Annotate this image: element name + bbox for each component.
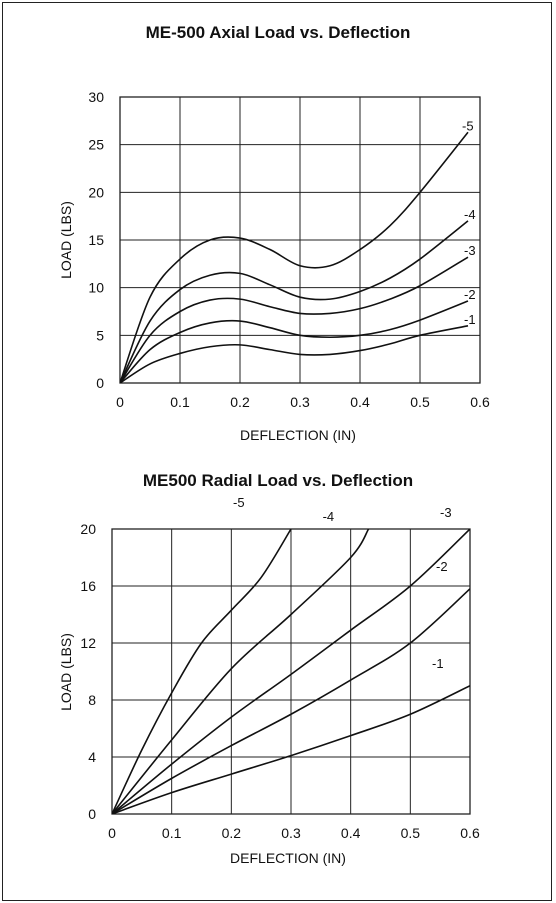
radial-y-tick-label: 12 [80, 635, 96, 651]
radial-series-label: -3 [440, 505, 452, 520]
axial-y-tick-label: 10 [88, 280, 104, 296]
radial-series-label: -2 [436, 559, 448, 574]
radial-x-tick-label: 0.4 [341, 825, 361, 841]
axial-series-label: -4 [464, 207, 476, 222]
axial-chart-title: ME-500 Axial Load vs. Deflection [146, 23, 411, 42]
axial-y-axis-label: LOAD (LBS) [58, 201, 74, 279]
axial-x-tick-label: 0.6 [470, 394, 490, 410]
axial-series-label: -3 [464, 243, 476, 258]
axial-x-tick-label: 0 [116, 394, 124, 410]
axial-x-axis-label: DEFLECTION (IN) [240, 427, 356, 443]
radial-series-group: -1 -2 -3 -4 -5 [112, 495, 470, 814]
radial-x-tick-label: 0.5 [401, 825, 421, 841]
radial-series-label: -4 [323, 509, 335, 524]
axial-y-tick-label: 25 [88, 137, 104, 153]
radial-x-tick-label: 0.2 [222, 825, 242, 841]
axial-series-line [120, 300, 469, 383]
radial-grid [111, 528, 471, 815]
radial-series-line [112, 685, 470, 814]
axial-series-line [120, 325, 469, 383]
axial-series-line [120, 256, 469, 383]
axial-x-tick-label: 0.5 [410, 394, 430, 410]
axial-series-group: -1 -2 -3 -4 -5 [120, 118, 476, 383]
radial-x-tick-label: 0.1 [162, 825, 182, 841]
radial-series-label: -5 [233, 495, 245, 510]
axial-y-tick-label: 5 [96, 327, 104, 343]
radial-y-tick-label: 0 [88, 806, 96, 822]
radial-series-line [112, 529, 370, 814]
axial-grid [119, 96, 481, 384]
radial-y-axis-label: LOAD (LBS) [58, 633, 74, 711]
radial-y-tick-label: 20 [80, 521, 96, 537]
axial-x-tick-label: 0.1 [170, 394, 190, 410]
axial-series-line [120, 220, 469, 383]
axial-ticks: 0 0.1 0.2 0.3 0.4 0.5 0.6 0 5 10 15 20 25 30 [88, 89, 490, 410]
radial-series-line [112, 588, 470, 814]
radial-x-tick-label: 0 [108, 825, 116, 841]
axial-y-tick-label: 15 [88, 232, 104, 248]
axial-y-tick-label: 0 [96, 375, 104, 391]
radial-y-tick-label: 8 [88, 692, 96, 708]
radial-series-line [112, 529, 470, 814]
radial-y-tick-label: 16 [80, 578, 96, 594]
axial-series-label: -1 [464, 312, 476, 327]
radial-chart-title: ME500 Radial Load vs. Deflection [143, 471, 413, 490]
radial-x-axis-label: DEFLECTION (IN) [230, 850, 346, 866]
axial-plot-frame [119, 96, 481, 384]
radial-ticks: 0 0.1 0.2 0.3 0.4 0.5 0.6 0 4 8 12 16 20 [80, 521, 480, 841]
axial-x-tick-label: 0.2 [230, 394, 250, 410]
axial-series-label: -5 [462, 118, 474, 133]
radial-x-tick-label: 0.3 [281, 825, 301, 841]
axial-y-tick-label: 20 [88, 184, 104, 200]
axial-series-line [120, 131, 469, 383]
radial-y-tick-label: 4 [88, 749, 96, 765]
axial-x-tick-label: 0.4 [350, 394, 370, 410]
radial-series-label: -1 [432, 656, 444, 671]
axial-y-tick-label: 30 [88, 89, 104, 105]
radial-series-line [112, 529, 292, 814]
axial-series-label: -2 [464, 287, 476, 302]
axial-x-tick-label: 0.3 [290, 394, 310, 410]
radial-x-tick-label: 0.6 [460, 825, 480, 841]
